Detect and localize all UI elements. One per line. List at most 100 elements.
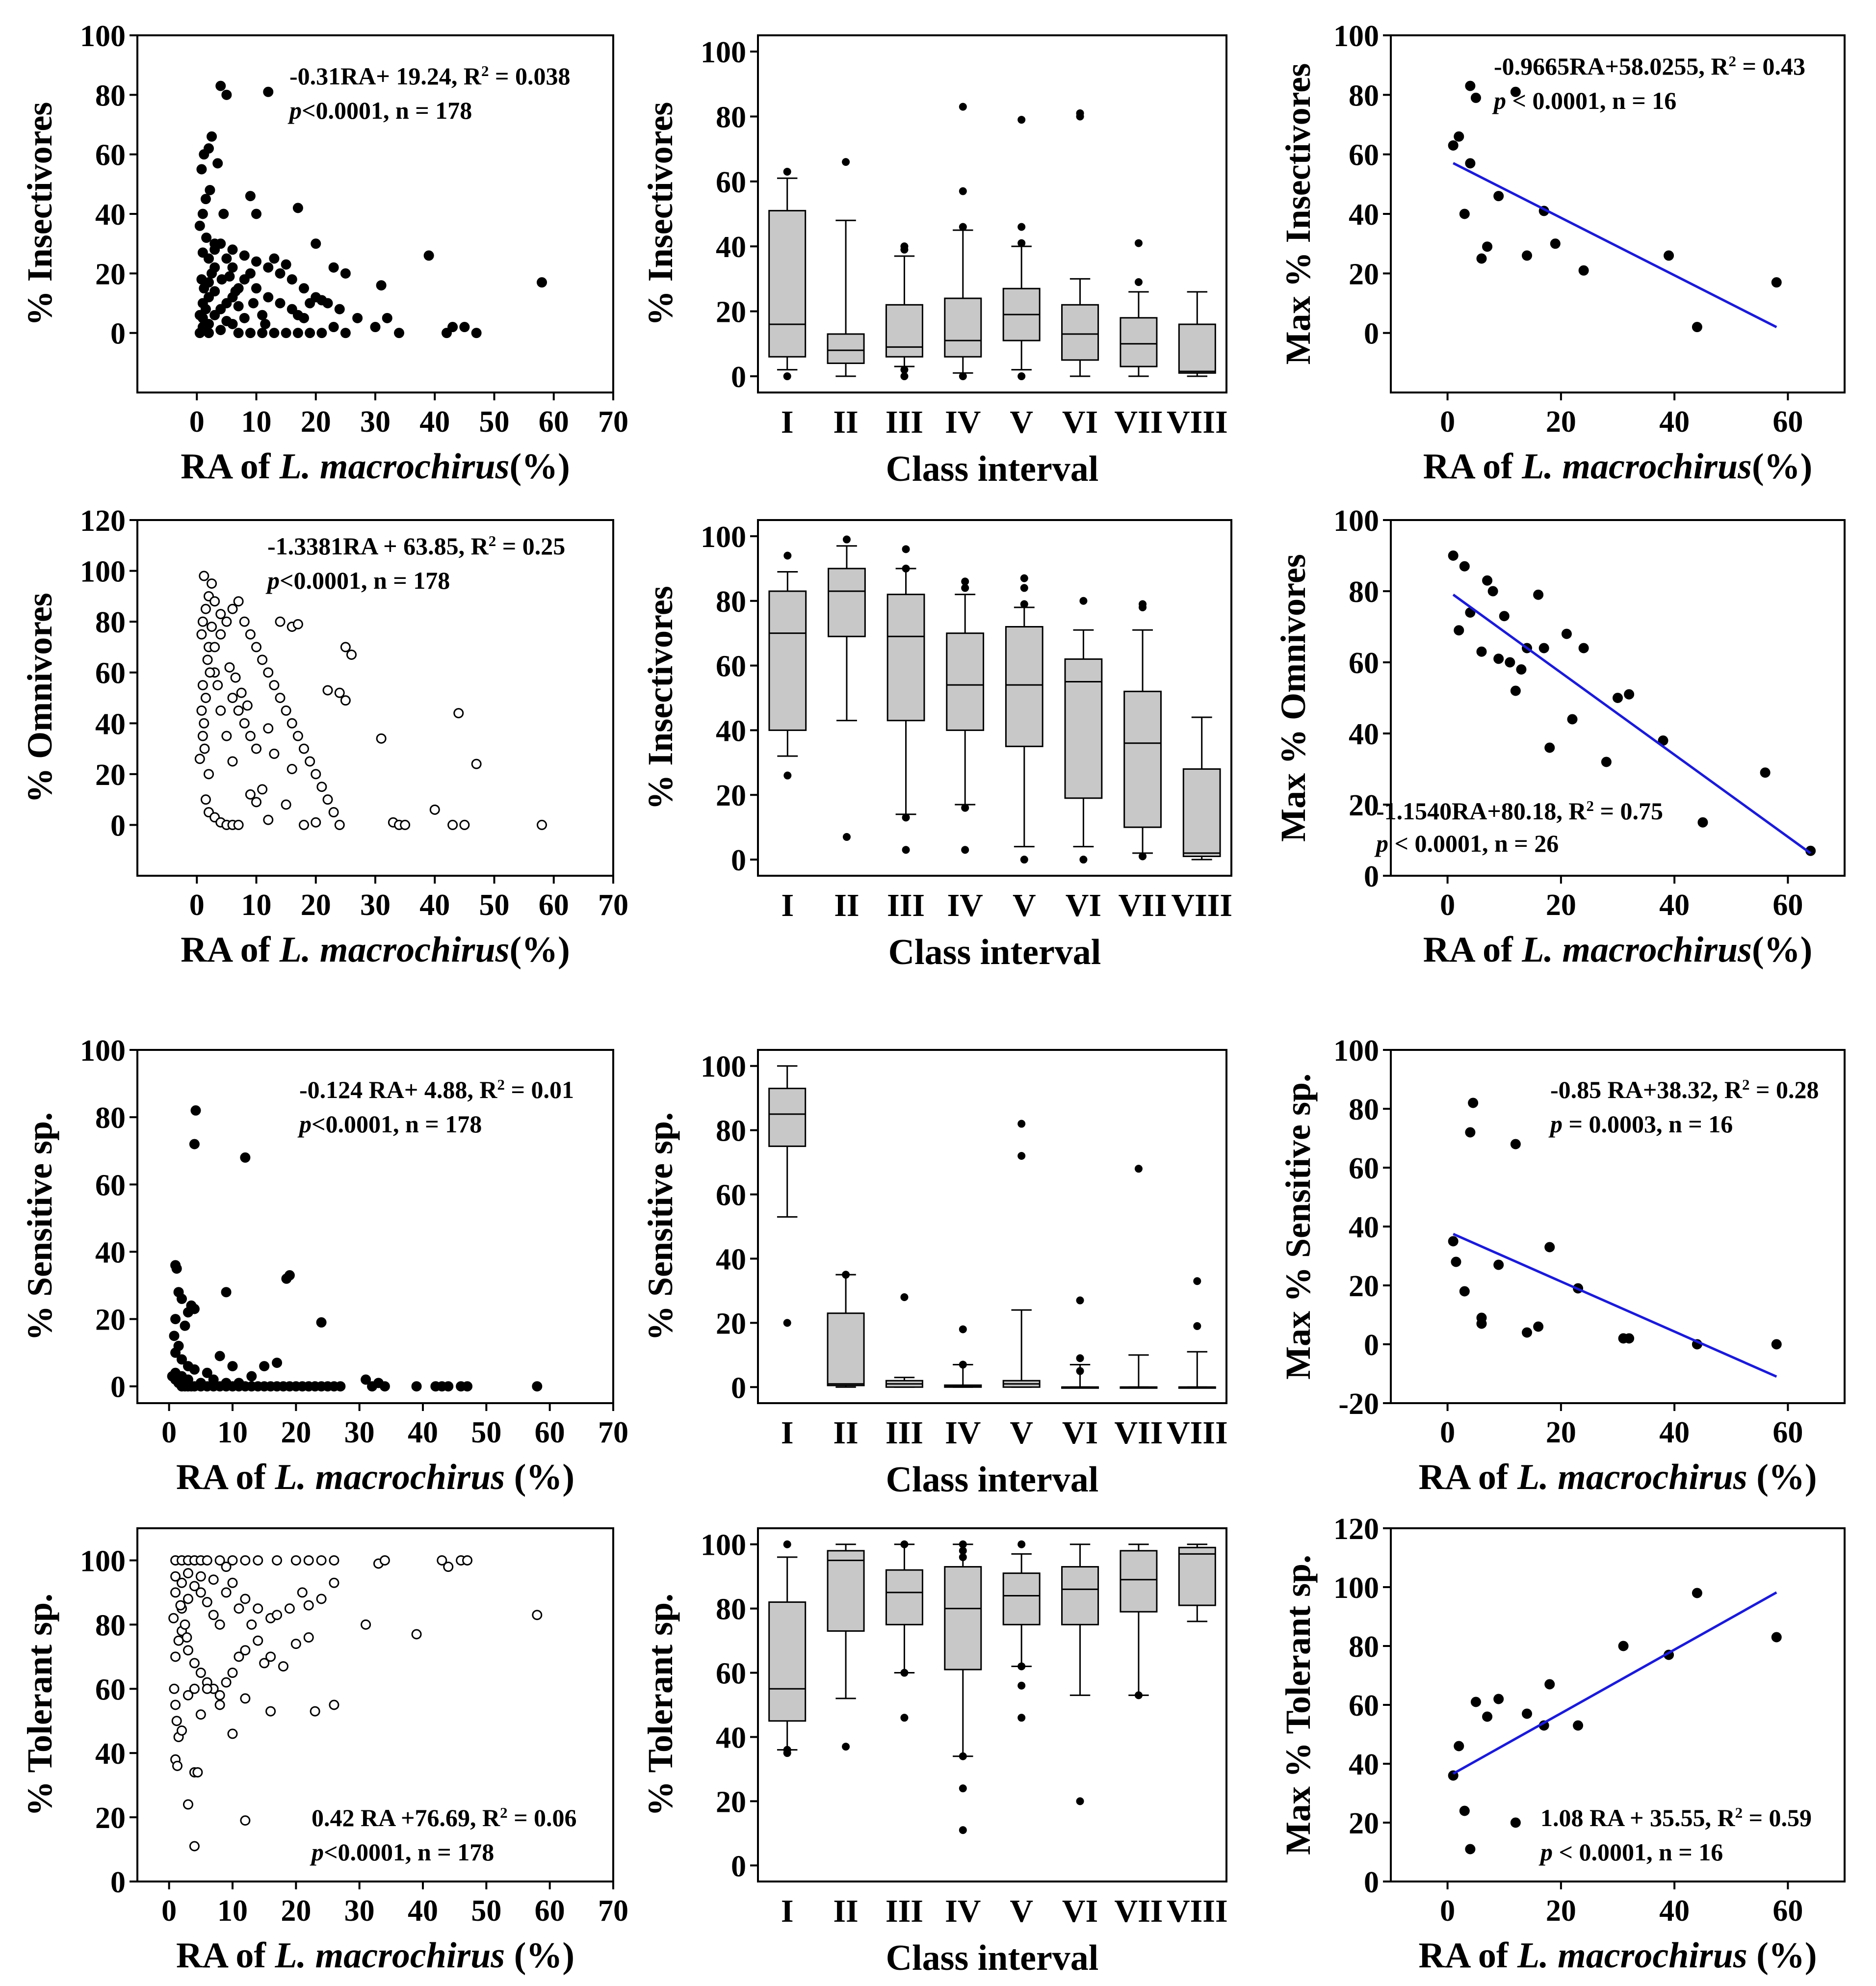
x-tick-label: 40 (1659, 405, 1690, 439)
data-point (287, 274, 297, 285)
box-III (885, 1540, 923, 1722)
y-tick-label: 60 (95, 1673, 126, 1706)
data-point (172, 1760, 182, 1771)
data-point (227, 1555, 238, 1566)
x-tick-label: 70 (598, 1416, 628, 1449)
box-iqr (768, 209, 807, 358)
class-label: VI (1066, 888, 1101, 923)
y-tick-label: 80 (95, 1101, 126, 1135)
outlier-point (961, 804, 969, 812)
data-point (1448, 550, 1459, 561)
data-point (329, 1555, 339, 1566)
box-IV (946, 577, 985, 854)
data-point (239, 250, 250, 261)
data-point (169, 1331, 180, 1341)
data-point (202, 1555, 212, 1566)
outlier-point (842, 158, 850, 166)
y-tick-label: 60 (716, 1657, 746, 1691)
y-tick-label: 80 (1349, 79, 1379, 112)
class-label: IV (945, 1893, 981, 1929)
box-iqr (1120, 1550, 1158, 1613)
y-tick-label: 100 (701, 521, 746, 554)
outlier-point (959, 223, 967, 231)
regression-annotation: 1.08 RA + 35.55, R2 = 0.59 (1540, 1804, 1812, 1832)
x-axis-label: Class interval (886, 1938, 1099, 1978)
box-iqr (1061, 1566, 1099, 1625)
outlier-point (959, 1553, 967, 1561)
x-tick-label: 70 (598, 888, 628, 922)
data-point (240, 1152, 251, 1163)
data-point (196, 705, 207, 716)
plot-frame (757, 1527, 1227, 1882)
data-point (227, 1361, 238, 1372)
data-point (1544, 1242, 1555, 1253)
outlier-point (959, 372, 967, 380)
x-axis-label: RA of L. macrochirus (%) (176, 1457, 574, 1497)
outlier-point (842, 1271, 850, 1279)
box-VI (1064, 597, 1103, 864)
data-point (292, 731, 303, 741)
x-tick-label: 60 (535, 1416, 565, 1449)
x-tick-label: 10 (217, 1894, 248, 1928)
data-point (411, 1381, 422, 1392)
data-point (212, 158, 223, 169)
data-point (195, 1587, 206, 1598)
regression-annotation: -1.3381RA + 63.85, R2 = 0.25 (267, 532, 565, 560)
data-point (1692, 1588, 1702, 1598)
y-tick-label: 40 (716, 714, 746, 748)
data-point (215, 629, 226, 640)
class-label: V (1010, 404, 1033, 440)
data-point (236, 687, 247, 698)
box-iqr (827, 333, 865, 364)
data-point (340, 695, 351, 706)
data-point (1459, 1286, 1470, 1297)
y-tick-label: 40 (95, 707, 126, 741)
y-tick-label: 80 (716, 1593, 746, 1626)
data-point (170, 1699, 181, 1710)
outlier-point (783, 1319, 791, 1327)
x-tick-label: 70 (598, 1894, 628, 1928)
data-point (221, 1562, 232, 1572)
data-point (1538, 643, 1549, 653)
data-point (322, 685, 333, 696)
data-point (272, 1555, 283, 1566)
data-point (215, 609, 226, 620)
data-point (1482, 575, 1493, 586)
data-point (281, 328, 291, 339)
y-tick-label: 80 (1349, 1630, 1379, 1664)
regression-annotation: -1.1540RA+80.18, R2 = 0.75 (1376, 797, 1663, 825)
class-label: III (886, 1893, 923, 1929)
data-point (200, 194, 211, 205)
outlier-point (1017, 1662, 1026, 1671)
data-point (221, 89, 232, 100)
x-tick-label: 0 (1440, 888, 1455, 922)
plot-frame (136, 1527, 614, 1882)
box-VI (1061, 109, 1099, 377)
y-axis-label: Max % Sensitive sp. (1278, 1073, 1318, 1380)
data-point (263, 723, 274, 734)
y-tick-label: 40 (1349, 1748, 1379, 1781)
data-point (281, 705, 291, 716)
x-tick-label: 20 (301, 405, 331, 439)
data-point (1613, 693, 1623, 703)
x-tick-label: 50 (479, 405, 510, 439)
class-label: VII (1114, 1893, 1163, 1929)
data-point (447, 819, 458, 830)
data-point (257, 310, 268, 320)
class-label: IV (945, 1415, 981, 1451)
outlier-point (1079, 856, 1088, 864)
y-axis-label: Max % Omnivores (1274, 554, 1313, 842)
data-point (1493, 653, 1504, 664)
outlier-point (959, 1360, 967, 1369)
data-point (1482, 241, 1493, 252)
data-point (195, 1378, 206, 1388)
box-II (827, 1543, 865, 1751)
y-tick-label: 100 (701, 1529, 746, 1562)
data-point (195, 1571, 206, 1582)
data-point (316, 1555, 327, 1566)
data-point (180, 1619, 190, 1630)
data-point (322, 794, 333, 805)
class-label: I (781, 1415, 794, 1451)
